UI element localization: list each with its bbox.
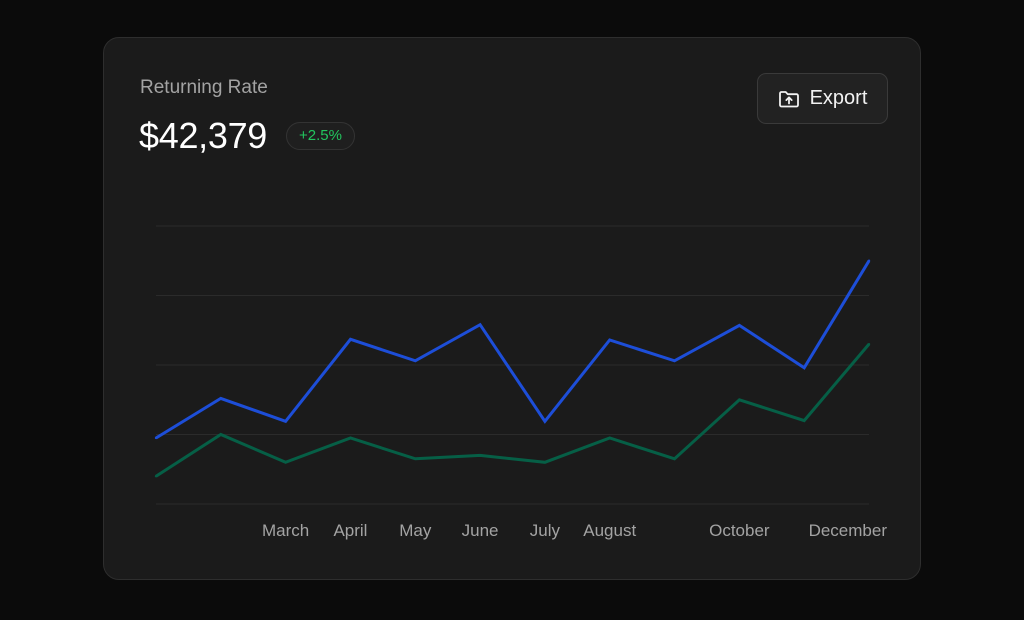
series-2-point bbox=[543, 461, 547, 464]
series-2-point bbox=[219, 433, 223, 436]
series-1-point bbox=[867, 259, 871, 262]
series-1-point bbox=[738, 324, 741, 327]
x-tick-label: October bbox=[709, 521, 770, 540]
x-tick-label: March bbox=[262, 521, 309, 540]
series-2-point bbox=[802, 419, 806, 422]
series-2-point bbox=[154, 475, 158, 478]
series-2-point bbox=[284, 461, 287, 464]
x-tick-label: June bbox=[462, 521, 499, 540]
export-button-label: Export bbox=[809, 87, 868, 109]
series-1-point bbox=[543, 420, 547, 423]
x-tick-label: May bbox=[399, 521, 432, 540]
x-tick-label: April bbox=[333, 521, 367, 540]
series-1-point bbox=[284, 420, 287, 423]
x-tick-label: July bbox=[530, 521, 561, 540]
export-button[interactable]: Export bbox=[757, 73, 888, 124]
series-2-point bbox=[867, 342, 871, 346]
series-1-point bbox=[802, 366, 806, 369]
series-line-2 bbox=[155, 343, 871, 478]
series-1-point bbox=[219, 397, 223, 400]
series-1-point bbox=[673, 359, 676, 363]
series-1-point bbox=[608, 338, 611, 342]
series-2-point bbox=[349, 436, 352, 440]
series-2-point bbox=[608, 436, 611, 440]
x-tick-label: August bbox=[583, 521, 636, 540]
series-1-point bbox=[349, 338, 352, 341]
series-line-1 bbox=[155, 260, 871, 440]
series-1-point bbox=[414, 359, 417, 363]
series-1-point bbox=[478, 323, 482, 326]
series-2-point bbox=[414, 457, 417, 461]
series-2-point bbox=[738, 398, 741, 401]
series-1-point bbox=[154, 436, 158, 440]
returning-rate-card: Returning Rate $42,379 +2.5% Export bbox=[103, 37, 921, 580]
amount-value: $42,379 bbox=[139, 115, 268, 156]
x-tick-label: December bbox=[809, 521, 888, 540]
series-2-point bbox=[478, 454, 482, 457]
change-badge: +2.5% bbox=[286, 122, 355, 150]
card-title: Returning Rate bbox=[140, 77, 268, 98]
folder-upload-icon bbox=[778, 89, 800, 109]
series-2-point bbox=[673, 457, 676, 461]
